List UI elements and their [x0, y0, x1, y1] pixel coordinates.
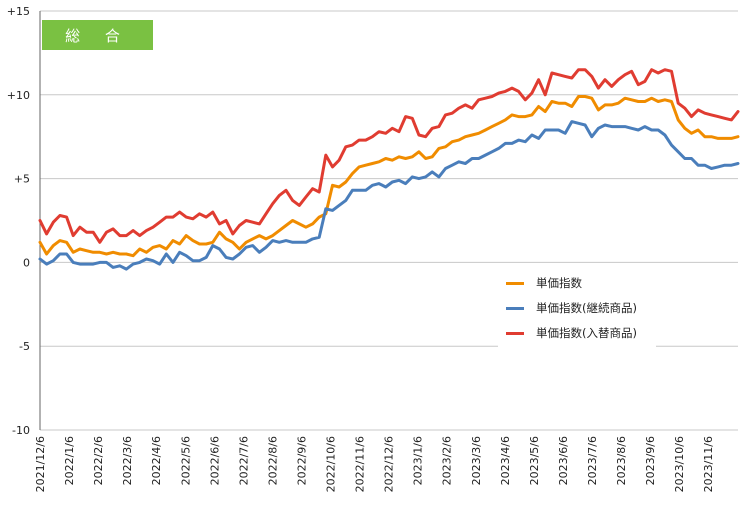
legend-item-replacement: 単価指数(入替商品): [506, 324, 637, 342]
x-tick-label: 2022/10/6: [325, 436, 338, 492]
x-tick-label: 2022/12/6: [383, 436, 396, 492]
x-tick-label: 2023/9/6: [644, 436, 657, 485]
x-tick-label: 2022/1/6: [63, 436, 76, 485]
legend-label-replacement: 単価指数(入替商品): [536, 326, 637, 340]
x-tick-label: 2023/2/6: [441, 436, 454, 485]
x-tick-label: 2022/4/6: [150, 436, 163, 485]
y-tick-label: -5: [19, 340, 30, 353]
legend-swatch-replacement: [506, 331, 524, 335]
y-tick-label: -10: [12, 424, 30, 437]
x-tick-label: 2021/12/6: [34, 436, 47, 492]
x-tick-label: 2022/5/6: [179, 436, 192, 485]
legend-label-continuing: 単価指数(継続商品): [536, 301, 637, 315]
y-axis-ticks: +15 +10 +5 0 -5 -10: [7, 5, 30, 437]
y-tick-label: +5: [14, 173, 30, 186]
x-tick-label: 2022/9/6: [295, 436, 308, 485]
legend: 単価指数 単価指数(継続商品) 単価指数(入替商品): [498, 268, 656, 348]
legend-swatch-continuing: [506, 306, 524, 310]
chart-title-badge: 総 合: [42, 20, 153, 50]
x-tick-label: 2023/3/6: [470, 436, 483, 485]
chart-title: 総 合: [65, 26, 130, 45]
legend-item-continuing: 単価指数(継続商品): [506, 299, 637, 317]
legend-item-price-index: 単価指数: [506, 274, 582, 292]
x-tick-label: 2023/1/6: [412, 436, 425, 485]
x-tick-label: 2023/11/6: [702, 436, 715, 492]
x-tick-label: 2022/3/6: [121, 436, 134, 485]
y-tick-label: +10: [7, 89, 30, 102]
x-tick-label: 2023/4/6: [499, 436, 512, 485]
x-tick-label: 2023/10/6: [673, 436, 686, 492]
y-tick-label: 0: [23, 256, 30, 269]
series-line-0: [38, 95, 740, 258]
series-line-1: [38, 120, 740, 271]
x-tick-label: 2023/8/6: [615, 436, 628, 485]
series-lines: [38, 68, 740, 271]
x-tick-label: 2022/6/6: [208, 436, 221, 485]
legend-label-price-index: 単価指数: [536, 276, 582, 290]
x-tick-label: 2022/2/6: [92, 436, 105, 485]
y-tick-label: +15: [7, 5, 30, 18]
x-tick-label: 2023/7/6: [586, 436, 599, 485]
x-axis-ticks: 2021/12/6 2022/1/6 2022/2/6 2022/3/6 2022/4/…: [34, 436, 715, 492]
x-tick-label: 2022/7/6: [237, 436, 250, 485]
x-tick-label: 2022/11/6: [354, 436, 367, 492]
x-tick-label: 2023/5/6: [528, 436, 541, 485]
legend-swatch-price-index: [506, 281, 524, 285]
x-tick-label: 2022/8/6: [266, 436, 279, 485]
series-line-2: [38, 68, 740, 244]
x-tick-label: 2023/6/6: [557, 436, 570, 485]
